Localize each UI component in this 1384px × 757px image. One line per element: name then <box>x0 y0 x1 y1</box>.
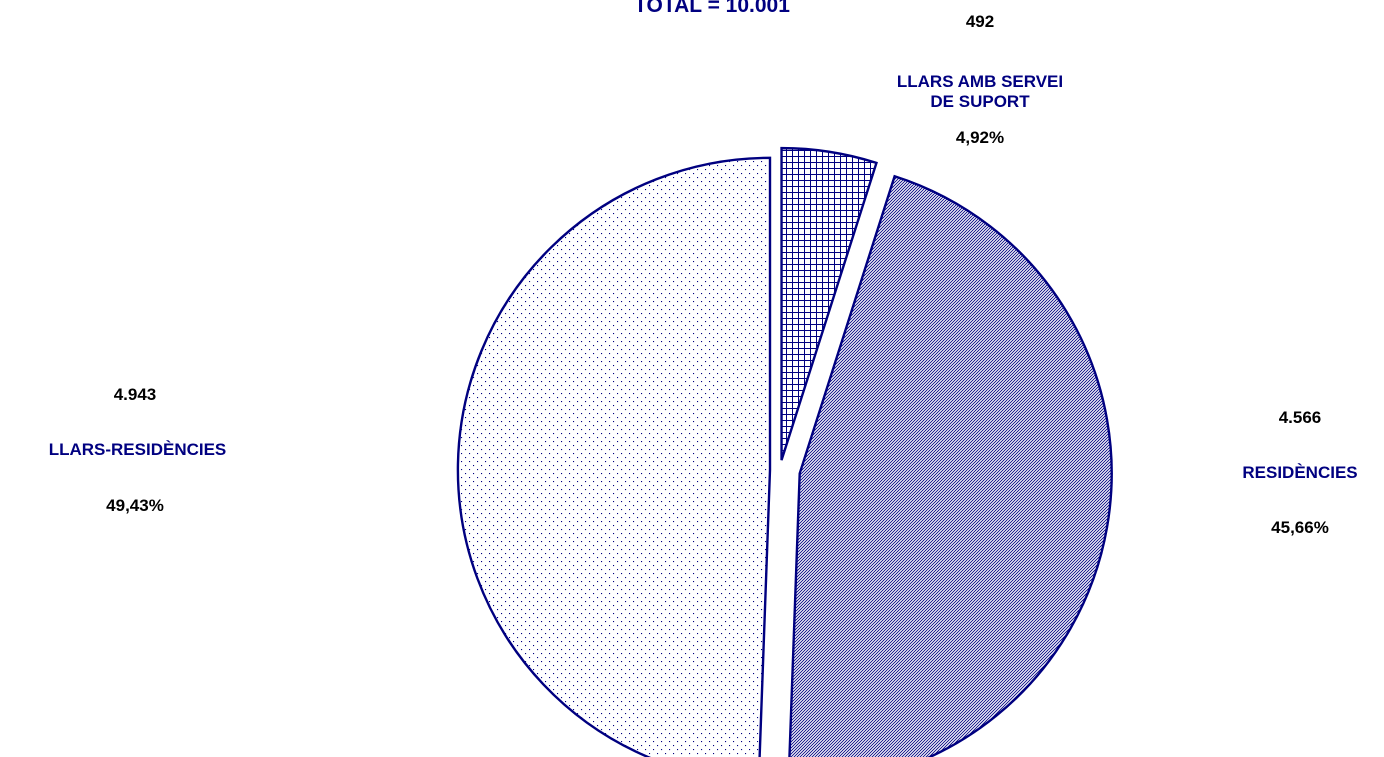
slice-name-label: RESIDÈNCIES <box>1242 463 1358 482</box>
slice-percent-label: 45,66% <box>1271 518 1329 537</box>
pie-slice-llars-resid-ncies <box>456 156 772 757</box>
slice-percent-label: 49,43% <box>106 496 164 515</box>
slice-name-label: LLARS AMB SERVEI DE SUPORT <box>896 72 1064 112</box>
slice-percent-label: 4,92% <box>955 128 1005 147</box>
slice-value-label: 492 <box>965 12 995 31</box>
slice-value-label: 4.566 <box>1278 408 1322 427</box>
chart-title: TOTAL = 10.001 <box>634 0 790 17</box>
pie-slice-llars-amb-servei-de-suport <box>780 146 878 461</box>
slice-name-label: LLARS-RESIDÈNCIES <box>48 440 227 459</box>
pie-slice-resid-ncies <box>788 174 1113 757</box>
slice-value-label: 4.943 <box>113 385 157 404</box>
